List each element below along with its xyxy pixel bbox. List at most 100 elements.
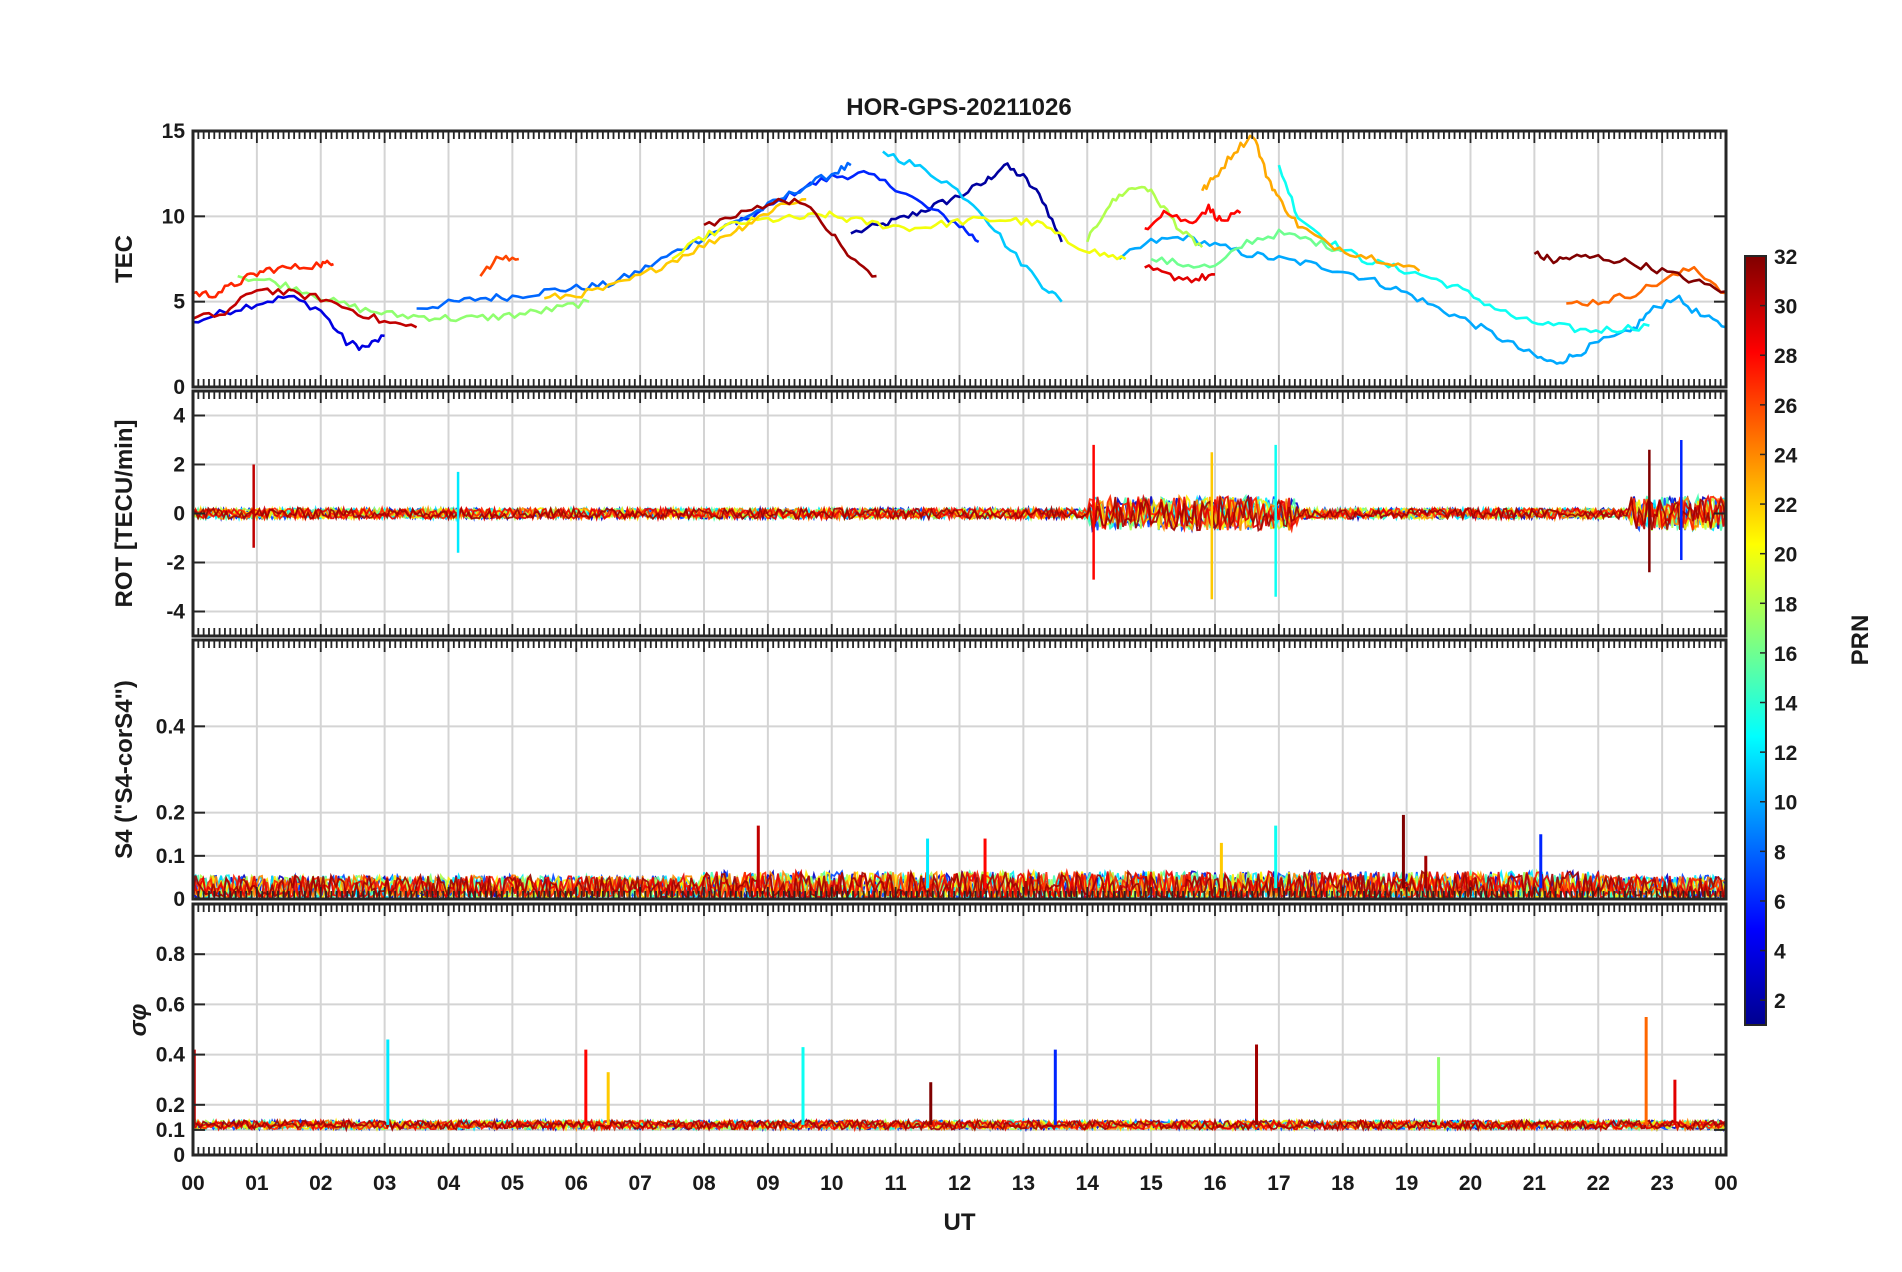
y-axis-label: σφ xyxy=(125,1003,152,1036)
tec-series-prn-10 xyxy=(1118,233,1727,365)
tec-series-prn-31 xyxy=(703,197,877,278)
tec-series-prn-17 xyxy=(237,274,590,323)
y-tick-label: 0.8 xyxy=(156,943,186,966)
y-tick-label: 5 xyxy=(173,291,185,314)
noise-series-prn-31 xyxy=(192,494,1727,533)
x-tick-label: 18 xyxy=(1331,1172,1355,1195)
colorbar-tick-label: 32 xyxy=(1774,246,1797,269)
x-axis-label: UT xyxy=(944,1209,976,1236)
x-tick-label: 00 xyxy=(1714,1172,1737,1195)
colorbar-tick-label: 30 xyxy=(1774,296,1797,319)
y-tick-label: 4 xyxy=(173,405,185,428)
colorbar-tick-label: 24 xyxy=(1774,444,1798,467)
y-tick-label: 0.4 xyxy=(156,715,186,738)
y-tick-label: 10 xyxy=(162,205,185,228)
tec-series-prn-18 xyxy=(1086,185,1204,248)
x-tick-label: 12 xyxy=(948,1172,971,1195)
colorbar-tick-label: 18 xyxy=(1774,593,1798,616)
tec-series-prn-26 xyxy=(479,254,520,277)
colorbar-tick-label: 14 xyxy=(1774,693,1798,716)
y-tick-label: 15 xyxy=(162,120,186,143)
y-axis-label: TEC xyxy=(111,235,138,283)
data-layer xyxy=(192,1016,1727,1133)
x-tick-label: 11 xyxy=(885,1172,908,1195)
y-tick-label: 0.2 xyxy=(156,1094,185,1117)
y-tick-label: 0 xyxy=(173,503,185,526)
colorbar-tick-label: 26 xyxy=(1774,395,1797,418)
x-ticks xyxy=(192,131,1727,387)
x-tick-label: 16 xyxy=(1203,1172,1226,1195)
x-tick-label: 22 xyxy=(1587,1172,1610,1195)
y-tick-label: 0.6 xyxy=(156,993,185,1016)
y-tick-label: 0 xyxy=(173,1144,185,1167)
colorbar-label: PRN xyxy=(1847,615,1874,666)
y-tick-label: 0.2 xyxy=(156,802,185,825)
tec-series-prn-30 xyxy=(192,287,418,329)
x-ticks xyxy=(192,391,1727,636)
x-tick-label: 20 xyxy=(1459,1172,1482,1195)
colorbar-tick-label: 16 xyxy=(1774,643,1797,666)
x-tick-label: 13 xyxy=(1012,1172,1035,1195)
x-tick-label: 17 xyxy=(1267,1172,1290,1195)
colorbar-tick-label: 28 xyxy=(1774,345,1798,368)
y-tick-label: 0.4 xyxy=(156,1044,186,1067)
colorbar-tick-label: 10 xyxy=(1774,792,1797,815)
colorbar-tick-label: 22 xyxy=(1774,494,1797,517)
x-tick-label: 21 xyxy=(1523,1172,1547,1195)
x-tick-label: 05 xyxy=(501,1172,525,1195)
noise-series-prn-31 xyxy=(192,1117,1727,1133)
x-ticks xyxy=(192,640,1727,899)
tec-series-prn-8 xyxy=(416,161,852,310)
panel-1: 0 5 10 15 TEC xyxy=(111,120,1728,399)
chart-title: HOR-GPS-20211026 xyxy=(846,94,1071,121)
panel-3: 0 0.1 0.2 0.4 S4 ("S4-corS4") xyxy=(111,638,1728,911)
tec-series-prn-25 xyxy=(1566,265,1727,307)
noise-series-prn-29 xyxy=(192,1117,1727,1133)
x-tick-label: 03 xyxy=(373,1172,396,1195)
tec-series-prn-20 xyxy=(671,210,1127,261)
tec-series-prn-16 xyxy=(1150,228,1343,269)
y-tick-label: -2 xyxy=(166,552,185,575)
tec-series-prn-27 xyxy=(192,259,334,299)
x-tick-label: 10 xyxy=(820,1172,843,1195)
data-layer xyxy=(192,134,1727,365)
x-tick-label: 04 xyxy=(437,1172,461,1195)
x-tick-label: 01 xyxy=(245,1172,269,1195)
y-axis-label: ROT [TECU/min] xyxy=(111,420,138,608)
y-tick-label: -4 xyxy=(166,601,185,624)
colorbar-tick-label: 8 xyxy=(1774,841,1786,864)
x-tick-label: 14 xyxy=(1076,1172,1100,1195)
panel-2: -4 -2 0 2 4 ROT [TECU/min] xyxy=(111,389,1728,638)
x-tick-labels: 00 01 02 03 04 05 06 07 08 09 10 11 12 13 14 15 16 17 18 19… xyxy=(181,1172,1737,1195)
tec-series-prn-23 xyxy=(1201,134,1421,272)
y-tick-label: 0.1 xyxy=(156,845,186,868)
tec-series-prn-28 xyxy=(1144,203,1242,231)
x-ticks xyxy=(192,904,1727,1155)
colorbar-tick-label: 20 xyxy=(1774,544,1797,567)
colorbar-scale xyxy=(1744,255,1767,1026)
tec-series-prn-22 xyxy=(543,198,807,300)
x-tick-label: 15 xyxy=(1139,1172,1163,1195)
data-layer xyxy=(192,440,1727,600)
x-tick-label: 08 xyxy=(692,1172,716,1195)
y-tick-label: 0 xyxy=(173,376,185,399)
x-tick-label: 02 xyxy=(309,1172,332,1195)
y-tick-label: 0 xyxy=(173,888,185,911)
tec-series-prn-11 xyxy=(882,150,1063,303)
x-tick-label: 09 xyxy=(756,1172,779,1195)
x-tick-label: 00 xyxy=(181,1172,204,1195)
y-axis-label: S4 ("S4-corS4") xyxy=(111,680,138,859)
colorbar-tick-label: 4 xyxy=(1774,941,1786,964)
x-tick-label: 07 xyxy=(628,1172,651,1195)
y-tick-label: 2 xyxy=(173,454,185,477)
colorbar-tick-label: 12 xyxy=(1774,742,1797,765)
x-tick-label: 06 xyxy=(565,1172,588,1195)
tec-series-prn-2 xyxy=(850,162,1063,243)
y-tick-label: 0.1 xyxy=(156,1119,186,1142)
colorbar-tick-label: 2 xyxy=(1774,990,1786,1013)
x-tick-label: 23 xyxy=(1650,1172,1673,1195)
tec-series-prn-32 xyxy=(1533,250,1727,294)
